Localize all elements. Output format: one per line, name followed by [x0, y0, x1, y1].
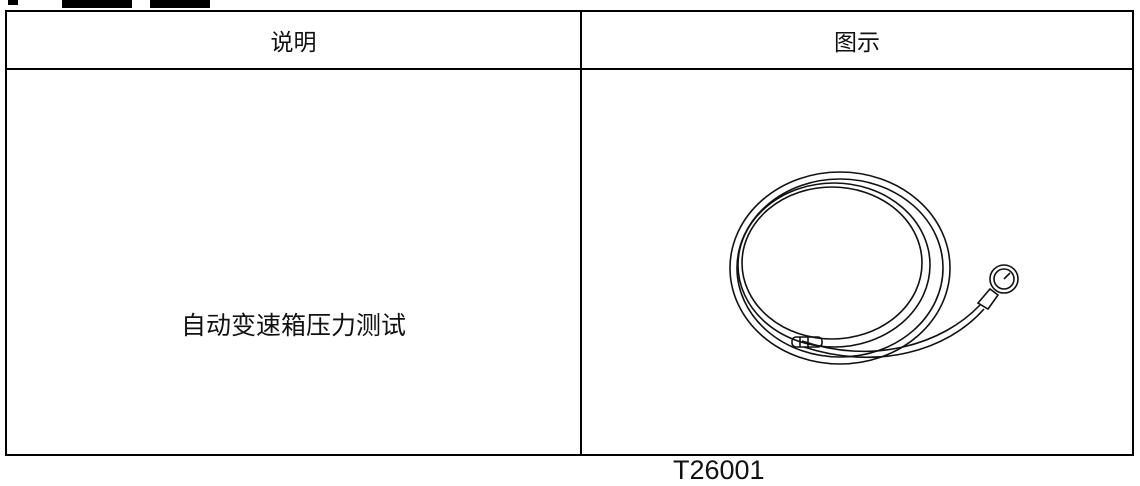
header-row: 说明 图示 [5, 10, 1134, 70]
header-cell: 图示 [580, 10, 1134, 70]
tool-code: T26001 [673, 455, 765, 485]
header-cell: 说明 [5, 10, 582, 70]
cropped-heading [8, 0, 210, 8]
page: {"table": {"header": ["说明", "图示"], "rows… [5, 0, 1134, 485]
tool-table: 说明 图示 自动变速箱压力测试 T26001 [5, 10, 1134, 485]
pressure-gauge-illustration [729, 171, 1019, 365]
body-row: 自动变速箱压力测试 T26001 [5, 68, 1134, 485]
desc-cell: 自动变速箱压力测试 [5, 68, 582, 456]
description: 自动变速箱压力测试 [180, 311, 406, 340]
image-cell: T26001 [580, 68, 1134, 485]
